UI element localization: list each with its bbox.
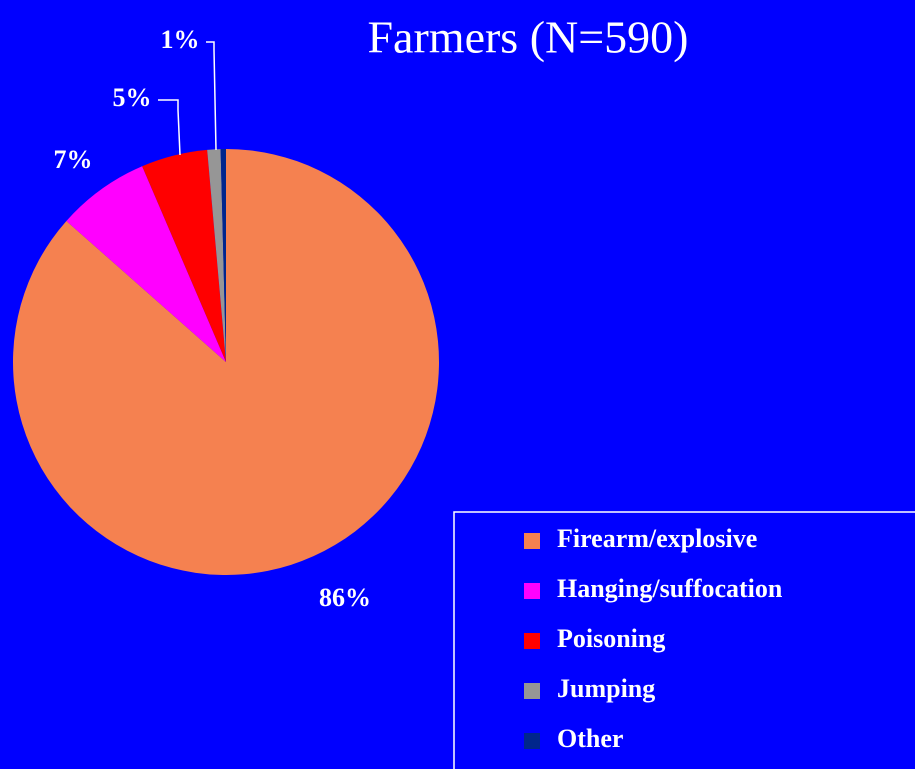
pie-slice xyxy=(207,149,226,362)
pie-slice xyxy=(12,149,439,575)
data-label: 5% xyxy=(113,83,152,112)
legend-swatch xyxy=(524,533,540,549)
pie-slice xyxy=(220,149,226,362)
legend-swatch xyxy=(524,683,540,699)
data-label: 7% xyxy=(54,145,93,174)
data-label: 1% xyxy=(161,25,200,54)
legend-label: Other xyxy=(557,724,623,753)
legend-swatch xyxy=(524,633,540,649)
legend-box xyxy=(453,511,915,769)
leader-line xyxy=(158,99,181,156)
data-label: 86% xyxy=(319,583,371,612)
leader-line xyxy=(206,41,217,151)
legend-label: Hanging/suffocation xyxy=(557,574,783,603)
legend-label: Firearm/explosive xyxy=(557,524,757,553)
legend-label: Jumping xyxy=(557,674,655,703)
legend-swatch xyxy=(524,733,540,749)
pie-slice xyxy=(66,166,226,362)
chart-title: Farmers (N=590) xyxy=(367,12,688,63)
legend-label: Poisoning xyxy=(557,624,665,653)
pie-slice xyxy=(142,149,226,362)
legend-swatch xyxy=(524,583,540,599)
